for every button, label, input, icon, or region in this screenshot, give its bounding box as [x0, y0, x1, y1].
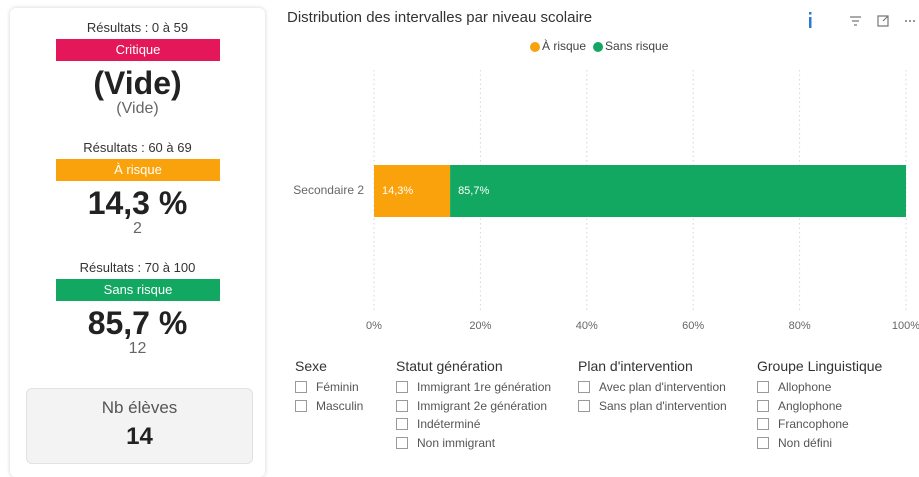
kpi-count: 12 [128, 340, 147, 357]
legend-label: À risque [542, 38, 586, 53]
checkbox[interactable] [396, 418, 408, 430]
filter-title: Plan d'intervention [578, 358, 693, 374]
kpi-range: Résultats : 60 à 69 [83, 140, 192, 155]
filter-option: Francophone [778, 417, 849, 431]
expand-icon[interactable] [877, 15, 889, 27]
legend-swatch [593, 42, 604, 52]
filter-option: Masculin [316, 399, 364, 413]
x-tick-label: 100% [892, 320, 919, 332]
checkbox[interactable] [757, 437, 769, 449]
x-tick-label: 80% [789, 320, 811, 332]
legend-swatch [530, 42, 540, 52]
filter-option: Féminin [316, 380, 359, 394]
chart: Distribution des intervalles par niveau … [287, 9, 919, 332]
filter-option: Anglophone [778, 399, 843, 413]
legend-label: Sans risque [605, 39, 669, 53]
filter-title: Statut génération [396, 358, 503, 374]
kpi-count: (Vide) [116, 100, 159, 117]
kpi-value: (Vide) [93, 65, 182, 101]
filter-option: Indéterminé [417, 417, 481, 431]
info-icon[interactable] [809, 12, 812, 15]
more-icon[interactable] [905, 20, 915, 22]
bar-segment [450, 165, 906, 217]
kpi-range: Résultats : 0 à 59 [86, 20, 189, 35]
kpi-band: Critique [56, 39, 220, 61]
filter-option: Non défini [778, 436, 833, 450]
y-tick-label: Secondaire 2 [293, 183, 364, 197]
filter-title: Groupe Linguistique [757, 358, 883, 374]
checkbox[interactable] [578, 400, 590, 412]
data-label: 85,7% [458, 185, 489, 197]
chart-title: Distribution des intervalles par niveau … [287, 9, 592, 26]
x-tick-label: 20% [469, 320, 491, 332]
filter-option: Immigrant 1re génération [417, 380, 552, 394]
filter-option: Immigrant 2e génération [417, 399, 548, 413]
filter-option: Non immigrant [417, 436, 496, 450]
info-icon-stem [809, 17, 812, 28]
filter-option: Avec plan d'intervention [599, 380, 726, 394]
checkbox[interactable] [757, 381, 769, 393]
kpi-band: À risque [56, 159, 220, 181]
checkbox[interactable] [396, 400, 408, 412]
total-value: 14 [126, 423, 153, 450]
x-tick-label: 40% [576, 320, 598, 332]
checkbox[interactable] [295, 400, 307, 412]
checkbox[interactable] [757, 418, 769, 430]
kpi-range: Résultats : 70 à 100 [79, 260, 196, 275]
total-label: Nb élèves [101, 398, 178, 417]
checkbox[interactable] [578, 381, 590, 393]
bar-segment [374, 165, 451, 217]
toolbar [809, 12, 915, 28]
checkbox[interactable] [295, 381, 307, 393]
x-tick-label: 0% [366, 320, 382, 332]
filter-icon[interactable] [850, 16, 861, 26]
kpi-value: 14,3 % [87, 185, 188, 221]
data-label: 14,3% [382, 185, 413, 197]
total-card: Nb élèves 14 [26, 388, 253, 464]
checkbox[interactable] [396, 381, 408, 393]
checkbox[interactable] [396, 437, 408, 449]
kpi-band: Sans risque [56, 279, 220, 301]
kpi-count: 2 [133, 220, 142, 237]
filter-title: Sexe [295, 358, 327, 374]
checkbox[interactable] [757, 400, 769, 412]
x-tick-label: 60% [682, 320, 704, 332]
kpi-value: 85,7 % [87, 305, 188, 341]
filter-option: Allophone [778, 380, 832, 394]
filter-option: Sans plan d'intervention [599, 399, 727, 413]
